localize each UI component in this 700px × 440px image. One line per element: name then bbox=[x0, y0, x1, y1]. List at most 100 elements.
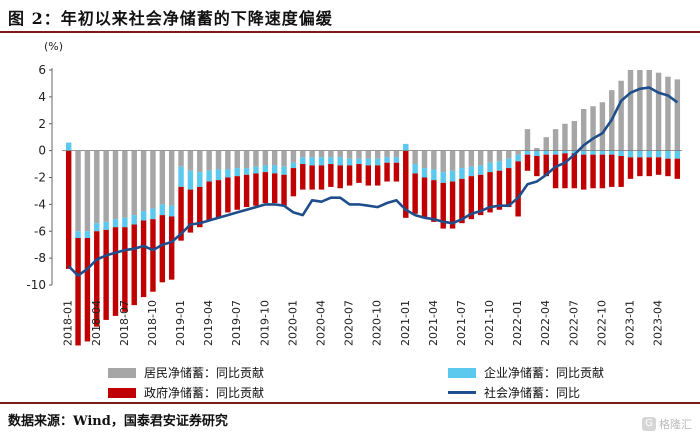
household-bar bbox=[281, 150, 287, 167]
household-bar bbox=[552, 129, 559, 151]
government-bar bbox=[262, 172, 269, 204]
government-bar bbox=[234, 176, 240, 210]
household-bar bbox=[646, 70, 652, 151]
household-bar bbox=[590, 106, 596, 151]
chart-area: (%) 6 4 2 0 -2 -4 -6 -8 -10 2018-01 2018-04 2018-07 2… bbox=[26, 40, 682, 346]
x-tick-label: 2020-10 bbox=[371, 300, 384, 346]
household-bar bbox=[75, 150, 81, 232]
enterprise-bar bbox=[290, 162, 297, 169]
government-bar bbox=[122, 227, 128, 312]
household-bar bbox=[131, 150, 137, 216]
household-bar bbox=[459, 150, 465, 169]
household-bar bbox=[290, 150, 297, 163]
household-bar bbox=[112, 150, 119, 220]
enterprise-bar bbox=[477, 165, 484, 175]
y-axis-unit-label: (%) bbox=[44, 40, 63, 53]
household-bar bbox=[206, 150, 212, 171]
government-bar bbox=[421, 177, 428, 218]
household-bar bbox=[627, 70, 634, 151]
government-bar bbox=[225, 177, 231, 213]
household-bar bbox=[84, 150, 91, 232]
enterprise-bar bbox=[328, 157, 334, 165]
household-bar bbox=[655, 72, 662, 151]
x-tick-label: 2022-04 bbox=[539, 300, 552, 346]
government-bar bbox=[562, 153, 568, 189]
government-bar bbox=[496, 170, 503, 210]
household-bar bbox=[103, 150, 109, 222]
household-bar bbox=[234, 150, 240, 169]
x-tick-label: 2021-01 bbox=[399, 300, 412, 346]
enterprise-bar bbox=[94, 223, 100, 232]
government-bar bbox=[487, 172, 493, 213]
household-bar bbox=[262, 150, 269, 166]
household-bar bbox=[412, 150, 418, 165]
social-savings-line bbox=[67, 86, 679, 277]
government-bar bbox=[552, 154, 559, 189]
household-bar bbox=[637, 70, 643, 151]
x-tick-label: 2020-04 bbox=[315, 300, 328, 346]
enterprise-bar bbox=[140, 211, 147, 221]
household-bar bbox=[94, 150, 100, 224]
government-bar bbox=[506, 168, 512, 208]
household-bar bbox=[506, 150, 512, 159]
household-bar bbox=[543, 137, 549, 151]
government-bar bbox=[393, 162, 400, 182]
government-bar bbox=[318, 165, 325, 190]
enterprise-bar bbox=[562, 150, 568, 154]
enterprise-bar bbox=[599, 150, 606, 155]
government-bar bbox=[84, 237, 91, 342]
government-bar bbox=[112, 227, 119, 316]
watermark-logo-icon: G bbox=[642, 417, 656, 431]
x-tick-label: 2021-10 bbox=[483, 300, 496, 346]
y-tick-label: -6 bbox=[34, 224, 46, 238]
watermark-text: 格隆汇 bbox=[659, 418, 692, 431]
enterprise-bar bbox=[271, 165, 278, 174]
enterprise-bar bbox=[524, 150, 531, 155]
chart-title: 图 2：年初以来社会净储蓄的下降速度偏缓 bbox=[8, 9, 333, 28]
enterprise-bar bbox=[337, 157, 343, 166]
government-bar bbox=[215, 180, 222, 218]
government-bar bbox=[140, 220, 147, 298]
x-tick-label: 2020-01 bbox=[286, 300, 299, 346]
household-bar bbox=[187, 150, 194, 171]
government-bar bbox=[627, 157, 634, 179]
government-bar bbox=[571, 153, 578, 189]
household-bar bbox=[496, 150, 503, 162]
government-bar bbox=[94, 231, 100, 327]
household-bar bbox=[468, 150, 475, 167]
enterprise-bar bbox=[393, 157, 400, 163]
enterprise-bar bbox=[150, 208, 156, 220]
enterprise-bar bbox=[571, 150, 578, 154]
enterprise-bar bbox=[365, 158, 372, 166]
enterprise-bar bbox=[655, 150, 662, 158]
household-bar bbox=[122, 150, 128, 218]
government-bar bbox=[477, 174, 484, 216]
government-bar bbox=[178, 186, 184, 241]
enterprise-bar bbox=[356, 158, 362, 165]
household-bar bbox=[159, 150, 166, 205]
government-bar bbox=[403, 150, 409, 218]
household-bar bbox=[346, 150, 353, 159]
government-bar bbox=[646, 157, 652, 177]
household-bar bbox=[374, 150, 381, 159]
enterprise-bar bbox=[206, 170, 212, 182]
enterprise-bar bbox=[421, 168, 428, 178]
government-bar bbox=[206, 181, 212, 221]
x-tick-label: 2020-07 bbox=[343, 300, 356, 346]
enterprise-bar bbox=[168, 205, 175, 217]
government-bar bbox=[243, 174, 250, 208]
household-bar bbox=[309, 150, 315, 158]
enterprise-bar bbox=[459, 168, 465, 179]
legend-label-household: 居民净储蓄：同比贡献 bbox=[144, 366, 265, 380]
government-bar bbox=[309, 165, 315, 190]
government-bar bbox=[440, 182, 446, 229]
household-bar bbox=[243, 150, 250, 169]
x-tick-label: 2022-07 bbox=[567, 300, 580, 346]
household-bar bbox=[197, 150, 203, 173]
government-bar bbox=[674, 158, 681, 179]
y-tick-label: 0 bbox=[38, 144, 46, 158]
enterprise-bar bbox=[384, 157, 390, 163]
enterprise-bar bbox=[253, 166, 259, 174]
household-bar bbox=[168, 150, 175, 206]
enterprise-bar bbox=[609, 150, 615, 155]
